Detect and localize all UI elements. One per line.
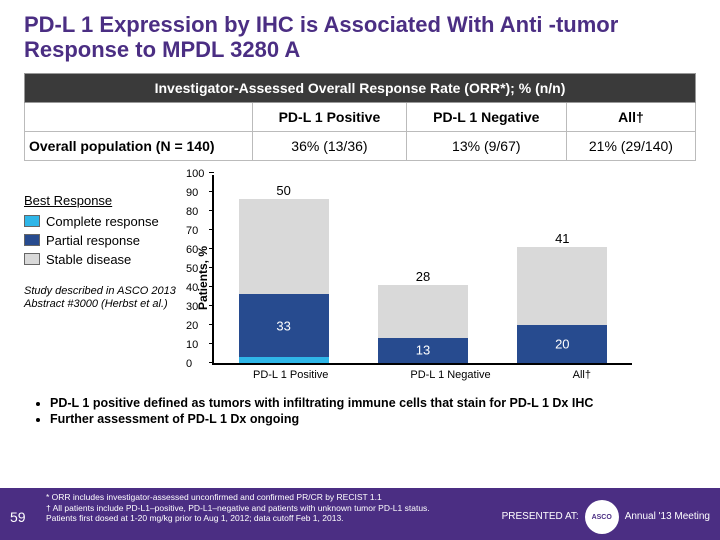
row-label: Overall population (N = 140): [25, 131, 253, 160]
presented-at: PRESENTED AT:: [502, 511, 579, 524]
asco-logo-icon: ASCO: [585, 500, 619, 534]
col-all: All†: [566, 102, 695, 131]
x-tick-label: PD-L 1 Positive: [253, 369, 328, 381]
y-tick: 60: [186, 244, 198, 256]
col-pos: PD-L 1 Positive: [253, 102, 407, 131]
meeting-label: Annual '13 Meeting: [625, 511, 710, 524]
x-tick-label: PD-L 1 Negative: [410, 369, 490, 381]
bar-group: 2041: [517, 247, 607, 363]
stacked-bar-chart: 335013282041 0102030405060708090100: [212, 175, 632, 365]
bar-group: 33 50: [239, 199, 329, 362]
col-neg: PD-L 1 Negative: [406, 102, 566, 131]
bar-segment-stable: 50: [239, 199, 329, 294]
y-tick: 80: [186, 206, 198, 218]
y-tick: 10: [186, 339, 198, 351]
legend-swatch-icon: [24, 234, 40, 246]
bullet-2: Further assessment of PD-L 1 Dx ongoing: [50, 411, 696, 428]
legend-item: Partial response: [24, 233, 194, 248]
bar-value-label: 50: [239, 183, 329, 198]
bar-segment-partial: 13: [378, 338, 468, 363]
bar-value-label: 13: [378, 343, 468, 358]
y-tick: 50: [186, 263, 198, 275]
y-tick: 20: [186, 320, 198, 332]
slide-number: 59: [10, 509, 26, 527]
y-tick: 100: [186, 168, 204, 180]
slide-title: PD-L 1 Expression by IHC is Associated W…: [24, 12, 696, 63]
bar-segment-stable: 41: [517, 247, 607, 325]
bar-value-label: 33: [239, 318, 329, 333]
y-tick: 90: [186, 187, 198, 199]
legend-label: Stable disease: [46, 252, 131, 267]
table-header: Investigator-Assessed Overall Response R…: [25, 73, 696, 102]
cell-all: 21% (29/140): [566, 131, 695, 160]
legend-label: Partial response: [46, 233, 140, 248]
y-tick: 30: [186, 301, 198, 313]
legend-item: Stable disease: [24, 252, 194, 267]
cell-pos: 36% (13/36): [253, 131, 407, 160]
legend-swatch-icon: [24, 215, 40, 227]
chart-legend: Best Response Complete response Partial r…: [24, 175, 194, 381]
legend-label: Complete response: [46, 214, 159, 229]
y-tick: 40: [186, 282, 198, 294]
bar-group: 1328: [378, 285, 468, 363]
legend-item: Complete response: [24, 214, 194, 229]
bullet-list: PD-L 1 positive defined as tumors with i…: [34, 395, 696, 429]
orr-table: Investigator-Assessed Overall Response R…: [24, 73, 696, 161]
bar-segment-partial: 20: [517, 325, 607, 363]
legend-title: Best Response: [24, 193, 194, 208]
bar-value-label: 20: [517, 336, 607, 351]
bar-segment-stable: 28: [378, 285, 468, 338]
bar-value-label: 41: [517, 231, 607, 246]
slide-footer: 59 * ORR includes investigator-assessed …: [0, 488, 720, 540]
bar-value-label: 28: [378, 269, 468, 284]
x-tick-label: All†: [573, 369, 591, 381]
y-tick: 0: [186, 358, 192, 370]
legend-swatch-icon: [24, 253, 40, 265]
study-note: Study described in ASCO 2013 Abstract #3…: [24, 285, 194, 311]
bar-segment-partial: 33: [239, 294, 329, 357]
bullet-1: PD-L 1 positive defined as tumors with i…: [50, 395, 696, 412]
y-tick: 70: [186, 225, 198, 237]
cell-neg: 13% (9/67): [406, 131, 566, 160]
bar-segment-complete: [239, 357, 329, 363]
